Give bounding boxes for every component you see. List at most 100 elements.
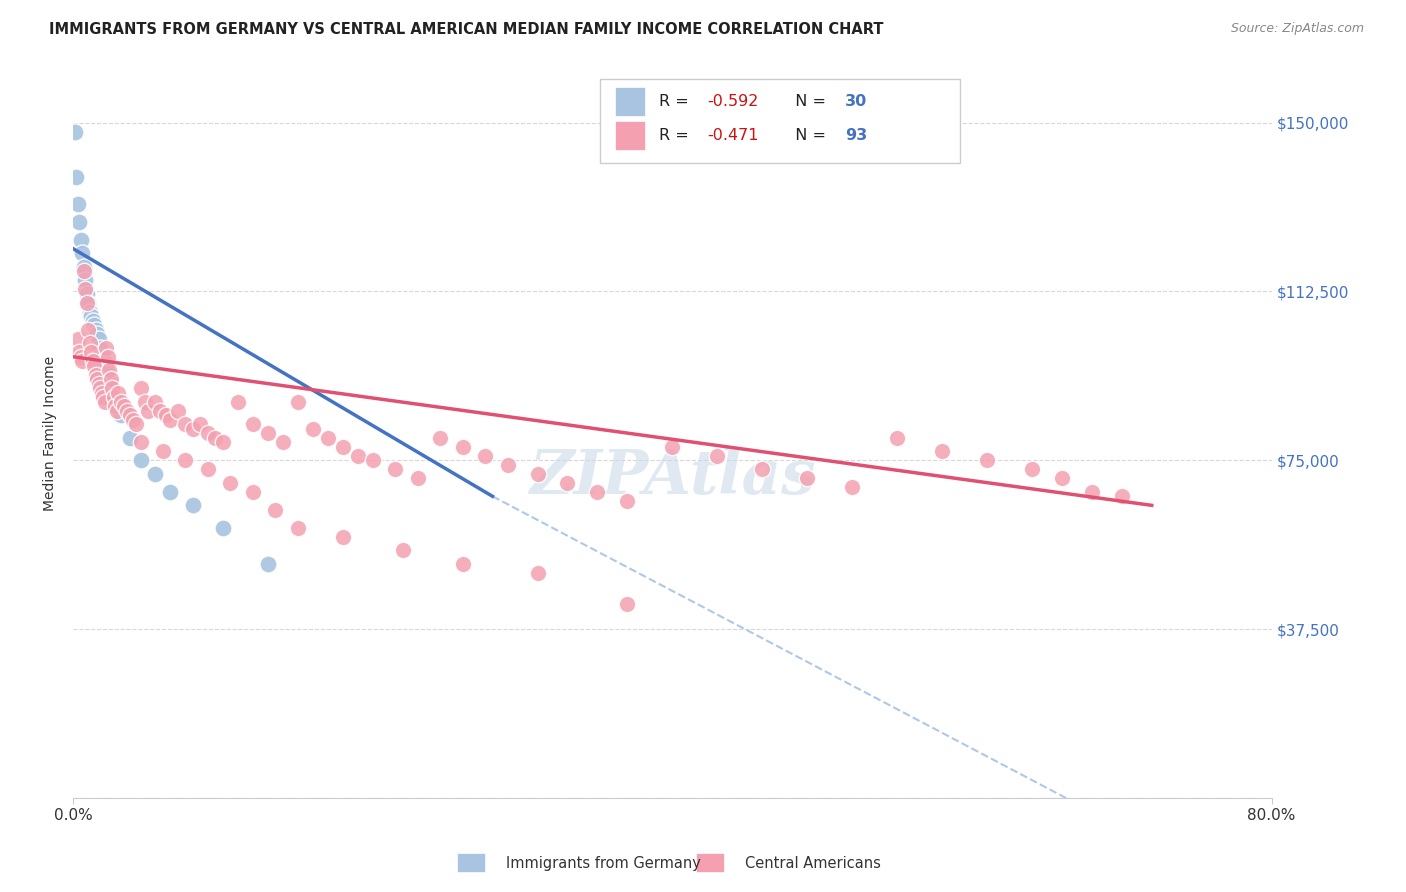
Point: [122, 413, 145, 427]
Point: [118, 431, 141, 445]
Point: [1050, 471, 1073, 485]
Point: [219, 475, 242, 490]
Point: [87, 332, 110, 346]
Point: [212, 521, 235, 535]
Point: [100, 376, 122, 391]
Point: [110, 409, 132, 423]
Text: Immigrants from Germany: Immigrants from Germany: [506, 856, 702, 871]
Point: [89, 341, 111, 355]
Point: [706, 449, 728, 463]
Point: [76, 295, 98, 310]
Point: [1081, 484, 1104, 499]
Text: N =: N =: [785, 94, 831, 109]
Point: [301, 422, 323, 436]
Point: [346, 449, 368, 463]
Point: [174, 417, 197, 432]
Point: [69, 350, 91, 364]
Point: [82, 314, 104, 328]
Point: [104, 394, 127, 409]
Text: R =: R =: [659, 128, 695, 143]
Point: [129, 435, 152, 450]
Point: [69, 233, 91, 247]
Point: [94, 341, 117, 355]
Point: [101, 381, 124, 395]
Point: [96, 350, 118, 364]
Point: [115, 404, 138, 418]
Point: [496, 458, 519, 472]
Point: [197, 462, 219, 476]
Point: [931, 444, 953, 458]
Point: [316, 431, 339, 445]
Point: [67, 345, 90, 359]
Point: [77, 323, 100, 337]
Point: [145, 394, 167, 409]
Point: [66, 196, 89, 211]
Point: [129, 381, 152, 395]
Point: [167, 404, 190, 418]
Text: Source: ZipAtlas.com: Source: ZipAtlas.com: [1230, 22, 1364, 36]
Text: ZIPAtlas: ZIPAtlas: [529, 447, 815, 507]
FancyBboxPatch shape: [457, 853, 485, 872]
Point: [257, 557, 280, 571]
Point: [107, 385, 129, 400]
Point: [84, 323, 107, 337]
Point: [79, 336, 101, 351]
Point: [257, 426, 280, 441]
Point: [63, 124, 86, 138]
Point: [661, 440, 683, 454]
Point: [91, 350, 114, 364]
Text: R =: R =: [659, 94, 695, 109]
Point: [841, 480, 863, 494]
Point: [134, 394, 156, 409]
Point: [104, 399, 127, 413]
Point: [125, 417, 148, 432]
Point: [751, 462, 773, 476]
Point: [145, 467, 167, 481]
Point: [1021, 462, 1043, 476]
Text: -0.592: -0.592: [707, 94, 758, 109]
Point: [197, 426, 219, 441]
Point: [98, 363, 121, 377]
Point: [526, 467, 548, 481]
Point: [80, 309, 103, 323]
Point: [72, 264, 94, 278]
Point: [264, 503, 287, 517]
Point: [226, 394, 249, 409]
Point: [89, 381, 111, 395]
Point: [66, 332, 89, 346]
Point: [72, 260, 94, 274]
Point: [94, 363, 117, 377]
Point: [87, 376, 110, 391]
Point: [100, 372, 122, 386]
Point: [242, 417, 264, 432]
Point: [796, 471, 818, 485]
Point: [90, 385, 112, 400]
Point: [76, 286, 98, 301]
Point: [112, 399, 135, 413]
Point: [149, 404, 172, 418]
Point: [287, 394, 309, 409]
Point: [526, 566, 548, 580]
Text: 93: 93: [845, 128, 868, 143]
FancyBboxPatch shape: [614, 87, 645, 116]
Point: [86, 372, 108, 386]
Point: [70, 354, 93, 368]
Point: [75, 282, 97, 296]
Point: [181, 499, 204, 513]
Point: [93, 394, 115, 409]
Point: [159, 484, 181, 499]
FancyBboxPatch shape: [696, 853, 724, 872]
Point: [976, 453, 998, 467]
Point: [152, 444, 174, 458]
Point: [190, 417, 212, 432]
Point: [332, 440, 354, 454]
Point: [451, 440, 474, 454]
Point: [1111, 489, 1133, 503]
Point: [67, 214, 90, 228]
Point: [212, 435, 235, 450]
Point: [242, 484, 264, 499]
Point: [82, 354, 104, 368]
Point: [70, 246, 93, 260]
Point: [586, 484, 609, 499]
FancyBboxPatch shape: [600, 79, 960, 163]
